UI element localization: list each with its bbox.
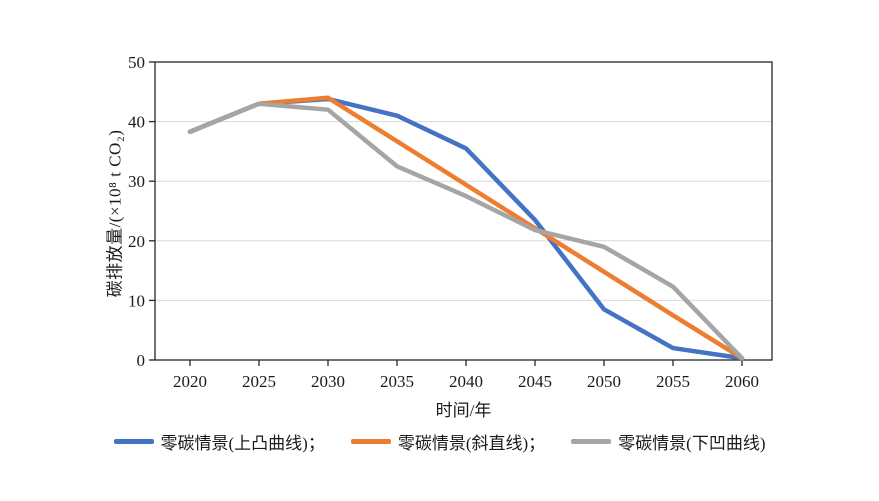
y-tick-label: 40	[128, 113, 145, 132]
legend-label-straight: 零碳情景(斜直线)；	[397, 434, 546, 453]
legend-swatch-blue-line-icon	[113, 439, 154, 444]
series-line-1	[187, 95, 745, 361]
x-tick-label: 2035	[380, 372, 414, 391]
x-tick-label: 2055	[656, 372, 690, 391]
x-tick-label: 2045	[518, 372, 552, 391]
series-line-0	[187, 96, 745, 361]
y-tick-label: 10	[128, 291, 145, 310]
x-tick-label: 2040	[449, 372, 483, 391]
x-tick-label: 2030	[311, 372, 345, 391]
legend-label-convex: 零碳情景(上凸曲线)；	[160, 434, 325, 453]
series-line-2	[187, 101, 745, 361]
y-tick-label: 20	[128, 232, 145, 251]
x-tick-label: 2020	[173, 372, 207, 391]
x-tick-label: 2050	[587, 372, 621, 391]
legend-swatch-orange-line-icon	[350, 439, 391, 444]
legend-item-concave: 零碳情景(下凹曲线)	[571, 429, 765, 454]
y-tick-label: 50	[128, 53, 145, 72]
legend: 零碳情景(上凸曲线)； 零碳情景(斜直线)； 零碳情景(下凹曲线)	[0, 429, 879, 454]
legend-swatch-gray-line-icon	[571, 439, 612, 444]
plot-border	[154, 61, 773, 361]
x-tick-label: 2025	[242, 372, 276, 391]
legend-item-straight: 零碳情景(斜直线)；	[350, 429, 546, 454]
y-tick-label: 30	[128, 172, 145, 191]
x-axis-title: 时间/年	[435, 401, 492, 420]
x-tick-label: 2060	[725, 372, 759, 391]
legend-label-concave: 零碳情景(下凹曲线)	[618, 434, 766, 453]
y-tick-label: 0	[137, 351, 146, 370]
legend-item-convex: 零碳情景(上凸曲线)；	[113, 429, 325, 454]
y-axis-title: 碳排放量/(×10⁸ t CO₂)	[105, 129, 125, 298]
